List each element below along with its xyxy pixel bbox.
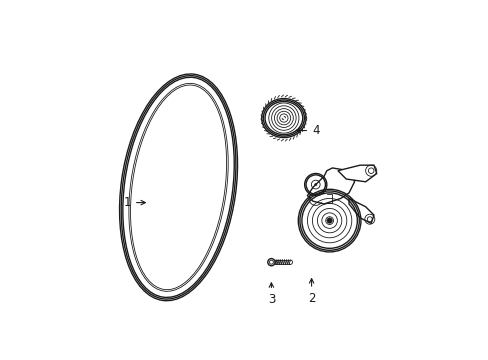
Circle shape [314,183,316,186]
Polygon shape [307,168,354,204]
Polygon shape [337,165,376,182]
Polygon shape [348,198,373,223]
Circle shape [326,218,332,223]
Text: 2: 2 [307,279,315,305]
Text: 1: 1 [123,196,145,209]
Circle shape [282,116,285,120]
Text: 4: 4 [296,124,319,137]
Text: 3: 3 [267,283,275,306]
